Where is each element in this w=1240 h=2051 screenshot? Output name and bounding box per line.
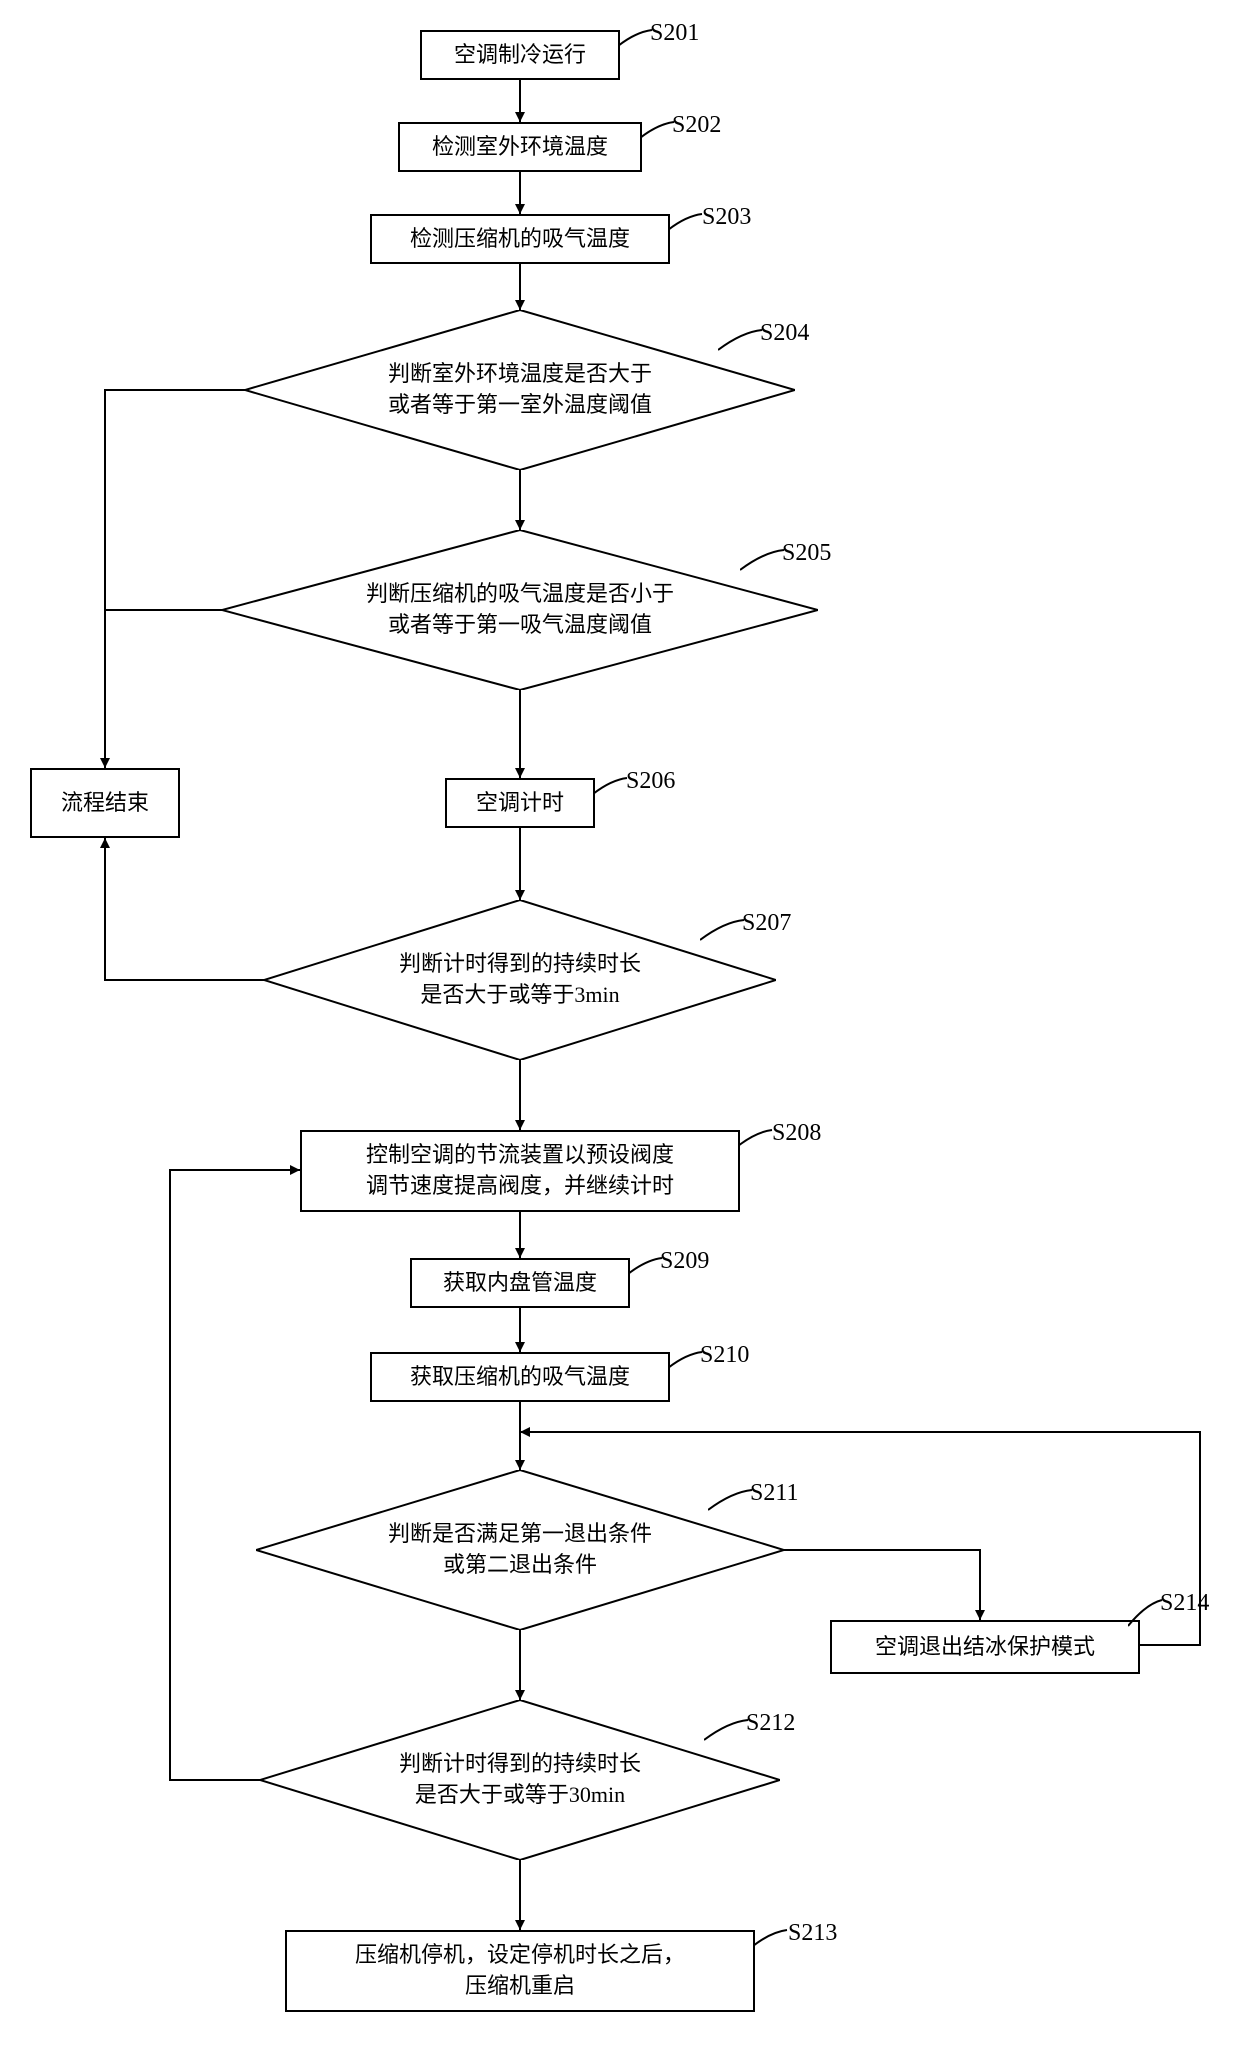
connectors [0,0,1240,2051]
